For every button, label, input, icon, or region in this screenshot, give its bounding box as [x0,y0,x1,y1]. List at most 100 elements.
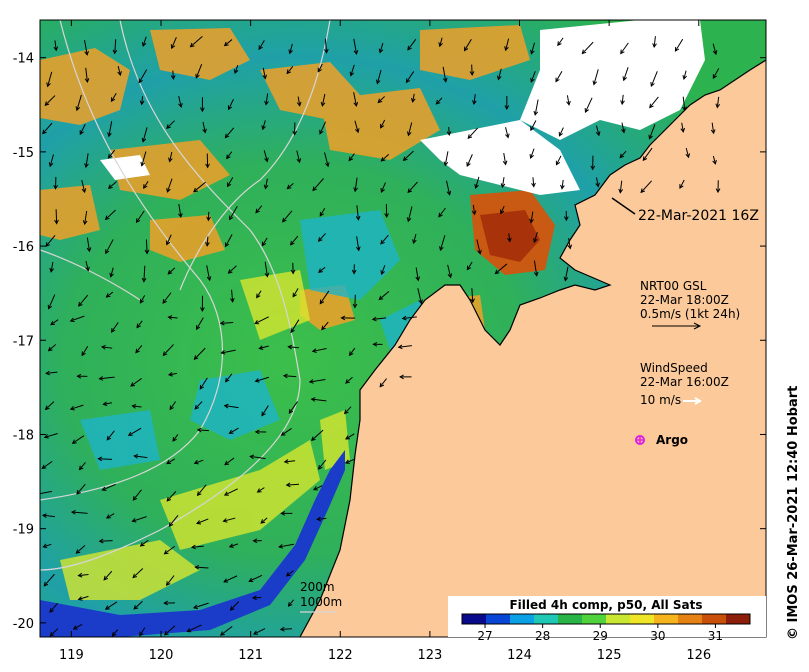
current-arrowhead [141,137,147,143]
current-arrow [290,235,299,246]
current-arrow [166,178,173,193]
current-arrow [111,322,119,333]
current-arrowhead [104,215,110,221]
current-arrow [264,261,268,277]
current-arrow [46,371,58,374]
colorbar-swatch [654,614,679,624]
current-arrow [70,315,85,322]
current-arrow [223,517,236,522]
current-arrow [555,70,563,82]
current-scale-arrowhead [693,322,702,330]
current-arrowhead [48,162,54,168]
current-arrow [262,120,266,130]
current-arrowhead [72,625,78,630]
current-arrow [102,483,116,491]
current-arrowhead [353,101,359,107]
current-arrow [471,288,474,303]
colorbar-swatch [510,614,535,624]
current-arrowhead [261,241,267,247]
colorbar-swatch [678,614,703,624]
current-arrow [130,378,142,387]
current-arrowhead [287,602,293,607]
current-arrow [220,321,234,324]
current-arrowhead [165,240,171,246]
current-arrowhead [248,577,254,583]
current-arrow [49,628,59,637]
current-arrowhead [178,213,183,219]
longitude-axis: 119 120 121 122 123 124 125 126 [59,20,711,663]
current-arrowhead [407,45,412,51]
current-arrowhead [351,269,357,275]
current-arrowhead [77,596,83,601]
current-arrowhead [319,299,325,305]
current-arrowhead [529,153,534,160]
current-arrow [50,319,59,326]
current-arrowhead [186,628,192,633]
current-arrow [505,127,509,138]
current-arrowhead [178,102,183,108]
current-arrowhead [258,45,263,51]
current-arrow [260,517,268,524]
current-arrow [105,601,118,610]
current-arrowhead [343,409,349,415]
argo-legend: Argo [635,433,688,447]
current-arrowhead [84,78,90,84]
current-arrowhead [345,379,350,384]
lat-tick-label: -20 [13,617,34,632]
current-arrowhead [620,100,625,106]
current-arrowhead [621,128,626,134]
current-arrowhead [105,249,110,255]
current-arrow [319,290,330,304]
current-arrowhead [255,208,260,214]
current-arrow [178,96,182,108]
current-arrowhead [372,341,378,347]
lon-tick-label: 125 [597,648,622,663]
current-arrow [286,483,299,486]
current-arrow [350,64,355,76]
current-arrowhead [133,453,139,459]
current-arrowhead [258,345,264,350]
current-arrow [321,321,329,330]
current-arrow [653,36,656,48]
current-arrow [309,378,326,383]
current-arrowhead [496,75,502,81]
current-arrow [376,69,382,84]
current-arrow [49,154,54,167]
current-arrow [398,345,412,348]
colorbar-swatch [486,614,511,624]
current-arrow [258,40,265,50]
current-arrowhead [69,317,75,323]
current-arrowhead [49,608,54,613]
current-arrowhead [446,190,452,196]
current-arrowhead [584,108,589,113]
current-arrowhead [405,78,411,84]
wind-title-label: WindSpeed [640,361,708,375]
current-arrowhead [595,182,600,188]
depth-1000m-label: 1000m [300,595,342,609]
current-arrowhead [228,543,234,548]
current-arrowhead [45,242,50,247]
current-arrowhead [288,49,293,55]
current-arrow [264,178,268,189]
current-arrow [623,67,629,81]
colorbar-swatch [606,614,631,624]
current-arrowhead [104,605,110,610]
current-arrow [70,404,84,410]
imos-credit: © IMOS 26-Mar-2021 12:40 Hobart [786,386,801,640]
current-arrowhead [196,427,202,433]
current-arrowhead [410,97,416,103]
current-arrow [231,289,234,302]
current-arrowhead [312,486,318,491]
current-arrowhead [563,276,569,282]
current-arrowhead [229,215,234,221]
current-arrow [380,182,386,193]
current-arrow [136,320,143,328]
current-arrowhead [407,188,413,194]
current-arrowhead [53,46,59,52]
current-arrow [412,93,415,102]
colorbar-tick-label: 28 [535,629,550,643]
current-arrow [168,316,178,319]
current-arrow [472,204,476,215]
current-arrow [226,151,233,159]
current-arrowhead [474,183,479,189]
